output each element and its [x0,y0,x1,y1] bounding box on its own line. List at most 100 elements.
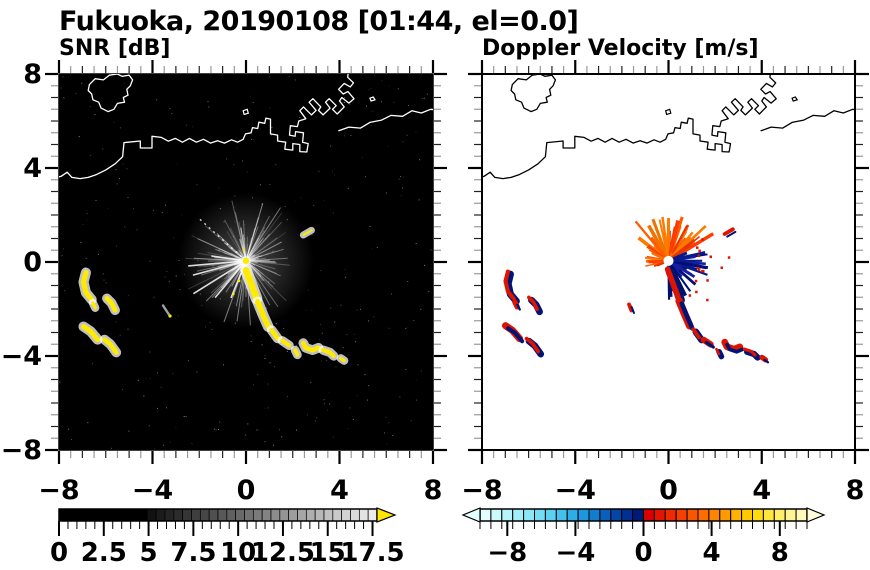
velocity-speck [696,246,699,249]
positive-velocity-ray [648,259,665,264]
colorbar-segment [182,508,192,522]
noise-speckle [385,192,387,194]
colorbar-segment [191,508,201,522]
noise-speckle [322,332,323,334]
mainland-coastline [59,74,355,180]
noise-speckle [354,333,356,335]
noise-speckle [385,416,387,418]
overflow-arrow [376,507,397,523]
high-snr-echo [302,229,313,236]
velocity-echo-over [704,340,715,349]
noise-speckle [85,257,87,259]
radar-origin-dot [242,257,250,265]
clutter-ray [193,257,243,262]
clutter-ray [220,248,243,260]
noise-speckle [102,148,104,150]
colorbar-segment [566,508,579,522]
velocity-speck [695,290,698,294]
noise-speckle [406,326,408,328]
noise-speckle [330,307,332,309]
noise-speckle [86,212,88,214]
clutter-ray [240,227,246,257]
cbar-tick-label: −4 [555,538,595,568]
echo-speck [242,249,245,252]
noise-speckle [332,436,334,438]
colorbar-segment [555,508,568,522]
noise-speckle [211,328,213,330]
colorbar-segment [270,508,281,522]
noise-speckle [295,345,297,347]
noise-speckle [349,104,351,106]
clutter-ray [247,230,265,258]
cbar-tick-label: 12.5 [251,538,315,568]
noise-speckle [424,264,426,266]
noise-speckle [313,205,315,207]
clutter-ray [248,252,253,259]
clutter-ray [239,238,246,258]
noise-speckle [122,163,124,165]
x-tick-label: −8 [461,475,502,506]
noise-speckle [372,111,374,113]
colorbar-segment [675,508,688,522]
noise-speckle [332,170,333,172]
colorbar-segment [741,508,753,522]
clutter-ray [248,263,263,282]
noise-speckle [347,188,349,189]
velocity-speck [706,279,709,282]
clutter-ray [246,237,253,258]
snr-panel-content [59,74,433,449]
noise-speckle [279,429,281,431]
colorbar-segment [155,508,166,522]
noise-speckle [87,422,89,424]
noise-speckle [370,125,372,126]
clutter-ray [224,219,245,258]
colorbar-segment [208,508,219,522]
clutter-ray [239,252,245,258]
noise-speckle [323,200,325,202]
cbar-tick-label: 15 [310,538,346,568]
y-tick-label: −4 [1,341,42,372]
colorbar-segment [588,508,601,522]
radar-origin-gap [663,255,674,266]
velocity-colorbar: −8 −4 0 4 8 [461,507,826,568]
clutter-ray [248,263,273,290]
cbar-tick-label: 10 [220,538,256,568]
vel-panel-content [482,74,855,364]
noise-speckle [269,184,271,185]
x-tick-label: −4 [555,475,596,506]
noise-speckle [287,395,288,397]
noise-speckle [186,124,188,126]
clutter-ray [249,257,288,262]
noise-speckle [321,360,323,362]
clutter-ray [247,226,266,258]
noise-speckle [257,374,259,376]
colorbar-segment [297,508,307,522]
noise-speckle [271,126,273,128]
clutter-ray [247,212,283,258]
clutter-ray [217,248,243,260]
noise-speckle [264,441,266,443]
velocity-speck [727,256,731,259]
noise-speckle [410,420,412,422]
high-snr-echo [300,340,321,353]
noise-speckle [415,379,417,381]
noise-speckle [373,316,375,318]
high-snr-echo [80,270,95,303]
clutter-ray [216,233,244,259]
colorbar-segment [610,508,623,522]
noise-speckle [292,138,294,140]
noise-speckle [323,399,325,401]
noise-speckle [105,282,107,284]
clutter-ray [248,254,254,259]
dotted-clutter-ray [196,216,247,262]
noise-speckle [264,355,266,357]
noise-speckle [318,170,320,172]
noise-speckle [340,113,342,115]
colorbar-segment [244,508,254,522]
high-snr-echo [104,296,118,313]
noise-speckle [356,309,358,311]
noise-speckle [368,385,370,387]
clutter-ray [249,260,276,263]
high-snr-echo [254,299,271,330]
noise-speckle [116,183,118,185]
